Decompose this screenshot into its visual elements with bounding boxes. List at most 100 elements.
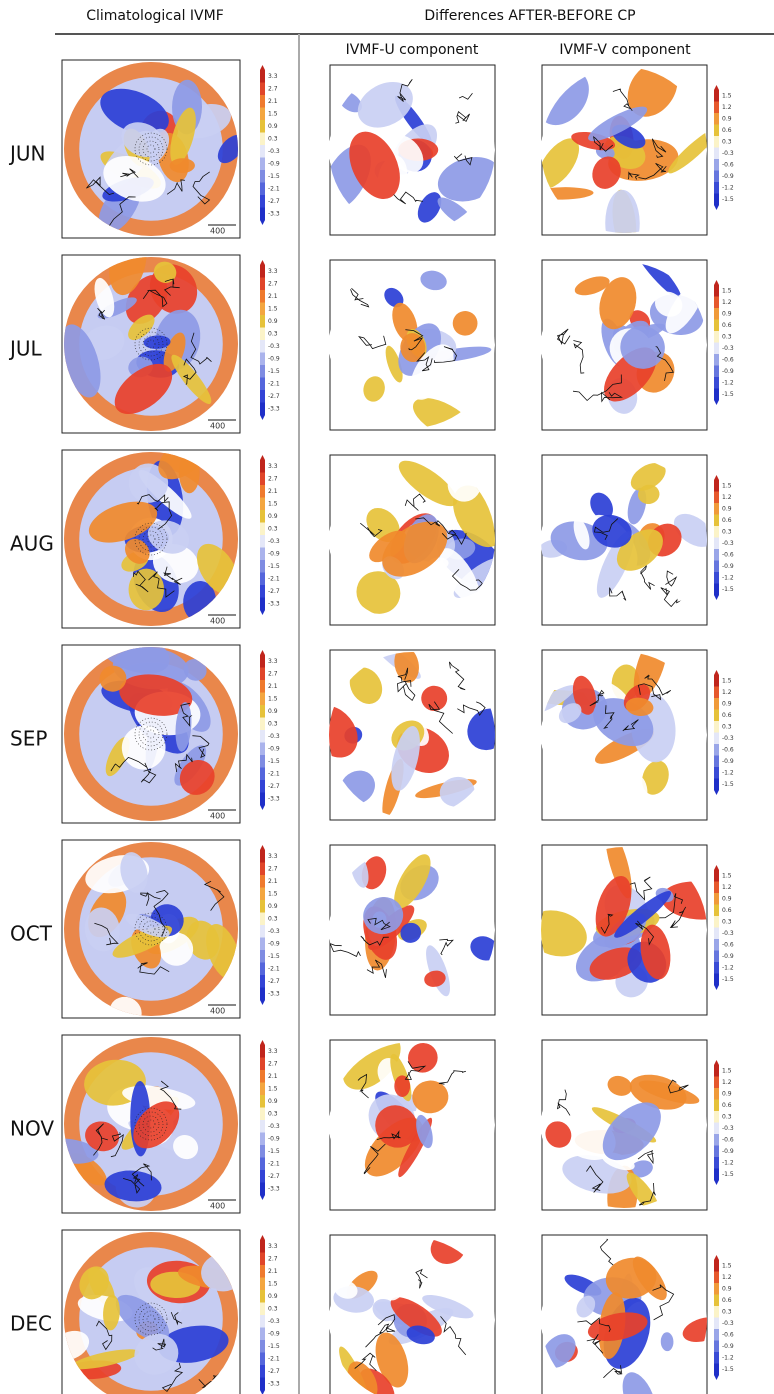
colorbar-label: 1.5 [722,1262,732,1269]
month-label: DEC [10,1312,52,1336]
colorbar-label: -1.2 [722,1354,734,1361]
colorbar-tip [714,985,719,990]
colorbar-segment [260,535,265,548]
colorbar-segment [714,1111,719,1123]
colorbar-segment [260,1083,265,1096]
colorbar-label: -1.2 [722,184,734,191]
colorbar-label: -1.5 [722,976,734,983]
colorbar-segment [260,863,265,876]
colorbar-label: 1.5 [722,872,732,879]
colorbar-segment [714,1123,719,1135]
colorbar-label: -2.7 [268,1173,280,1180]
colorbar-tip [714,865,719,870]
colorbar-segment [260,1340,265,1353]
colorbar-label: 0.3 [722,528,732,535]
colorbar-label: 0.3 [722,333,732,340]
colorbar-segment [260,1365,265,1378]
colorbar-label: 0.9 [268,708,278,715]
colorbar-segment [714,675,719,687]
colorbar-label: 0.3 [722,138,732,145]
colorbar-segment [714,389,719,401]
colorbar-segment [260,1378,265,1391]
colorbar-label: 3.3 [268,73,278,80]
colorbar-label: -3.3 [268,405,280,412]
colorbar-tip [714,85,719,90]
polar-map [536,1233,727,1394]
colorbar-segment [714,698,719,710]
scale-label: 400 [210,1202,225,1211]
colorbar-segment [260,963,265,976]
colorbar-segment [260,900,265,913]
colorbar-segment [260,195,265,208]
colorbar-label: -0.9 [268,550,280,557]
colorbar-tip [260,260,265,265]
colorbar-segment [714,343,719,355]
colorbar-segment [260,793,265,806]
colorbar-label: 1.5 [268,110,278,117]
colorbar-label: 0.9 [722,1285,732,1292]
colorbar-segment [260,303,265,316]
colorbar-segment [714,756,719,768]
month-label: JUL [8,337,43,361]
colorbar-segment [714,767,719,779]
colorbar-segment [714,1088,719,1100]
colorbar-segment [260,108,265,121]
colorbar-segment [260,290,265,303]
colorbar-label: -0.3 [268,733,280,740]
colorbar-label: 0.3 [268,1110,278,1117]
colorbar-label: -0.9 [268,1135,280,1142]
colorbar-segment [714,1100,719,1112]
colorbar-segment [260,668,265,681]
colorbar-label: 0.9 [268,903,278,910]
colorbar-segment [714,1077,719,1089]
colorbar-label: 1.2 [722,299,732,306]
colorbar-segment [714,561,719,573]
colorbar-segment [260,278,265,291]
colorbar-label: -3.3 [268,795,280,802]
colorbar-segment [260,598,265,611]
colorbar-label: -1.5 [722,586,734,593]
colorbar-label: -1.2 [722,964,734,971]
colorbar-label: 0.3 [722,1308,732,1315]
colorbar-segment [260,460,265,473]
colorbar-label: 2.7 [268,1060,278,1067]
colorbar-segment [714,721,719,733]
colorbar-label: 0.6 [722,1102,732,1109]
colorbar-segment [714,1295,719,1307]
colorbar-segment [260,473,265,486]
colorbar-segment [714,308,719,320]
colorbar-segment [260,365,265,378]
colorbar-tip [714,475,719,480]
colorbar-label: -0.3 [722,150,734,157]
colorbar-segment [260,938,265,951]
polar-map [64,619,238,821]
colorbar-segment [260,1183,265,1196]
colorbar-label: -1.5 [722,196,734,203]
colorbar-segment [714,331,719,343]
colorbar-label: -2.1 [268,575,280,582]
polar-map [299,637,518,820]
colorbar-segment [260,925,265,938]
colorbar-label: 2.7 [268,670,278,677]
colorbar-segment [260,1303,265,1316]
colorbar-label: 1.2 [722,104,732,111]
colorbar-label: 2.1 [268,293,278,300]
colorbar-segment [260,755,265,768]
colorbar-label: 0.3 [722,1113,732,1120]
colorbar-label: 1.5 [268,1280,278,1287]
colorbar-segment [714,1283,719,1295]
colorbar-label: 2.7 [268,865,278,872]
colorbar-segment [714,102,719,114]
colorbar-segment [714,526,719,538]
colorbar-label: -0.3 [268,1123,280,1130]
month-label: AUG [10,532,54,556]
colorbar-segment [260,718,265,731]
colorbar-tip [260,415,265,420]
colorbar-label: 0.9 [722,115,732,122]
colorbar-segment [260,730,265,743]
colorbar-segment [714,905,719,917]
colorbar-label: -0.9 [722,173,734,180]
colorbar-label: -1.5 [268,173,280,180]
colorbar-label: -0.9 [722,1148,734,1155]
colorbar-segment [714,285,719,297]
